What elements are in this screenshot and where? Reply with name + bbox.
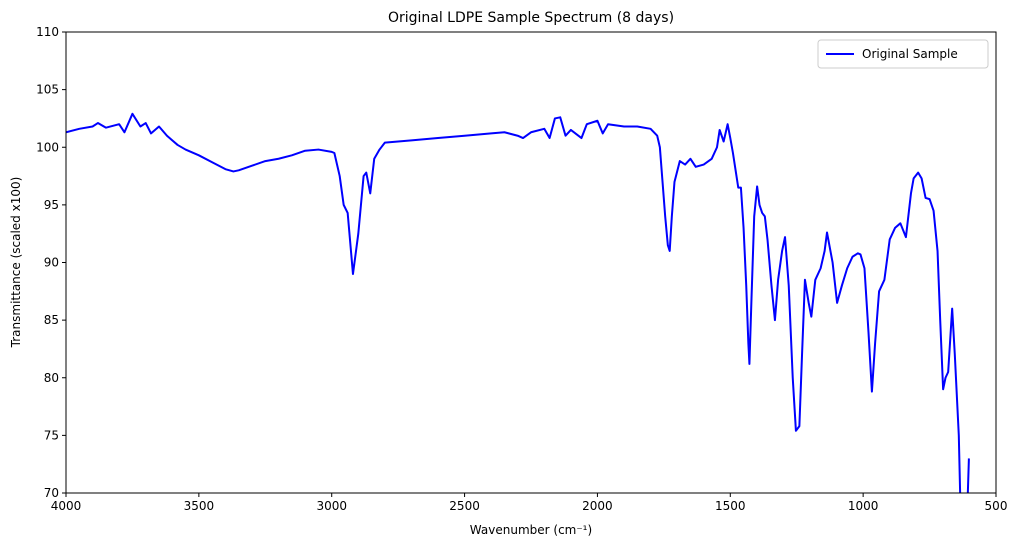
y-tick-label: 85 — [44, 313, 59, 327]
y-tick-label: 95 — [44, 198, 59, 212]
x-tick-label: 2500 — [449, 499, 480, 513]
chart-title: Original LDPE Sample Spectrum (8 days) — [388, 10, 674, 26]
x-tick-label: 1000 — [848, 499, 879, 513]
y-tick-label: 100 — [36, 140, 59, 154]
legend-label: Original Sample — [862, 47, 958, 61]
y-tick-label: 70 — [44, 486, 59, 500]
x-tick-label: 500 — [985, 499, 1008, 513]
x-axis-label: Wavenumber (cm⁻¹) — [470, 523, 592, 537]
x-tick-label: 3000 — [316, 499, 347, 513]
x-tick-label: 3500 — [184, 499, 215, 513]
y-tick-label: 110 — [36, 25, 59, 39]
y-tick-label: 80 — [44, 371, 59, 385]
x-tick-label: 1500 — [715, 499, 746, 513]
x-tick-label: 4000 — [51, 499, 82, 513]
axes-frame — [65, 31, 997, 494]
y-tick-label: 75 — [44, 428, 59, 442]
y-axis-label: Transmittance (scaled x100) — [9, 177, 23, 349]
legend-box — [817, 39, 989, 69]
y-tick-label: 105 — [36, 83, 59, 97]
data-line — [66, 112, 970, 493]
y-tick-label: 90 — [44, 256, 59, 270]
x-tick-label: 2000 — [582, 499, 613, 513]
